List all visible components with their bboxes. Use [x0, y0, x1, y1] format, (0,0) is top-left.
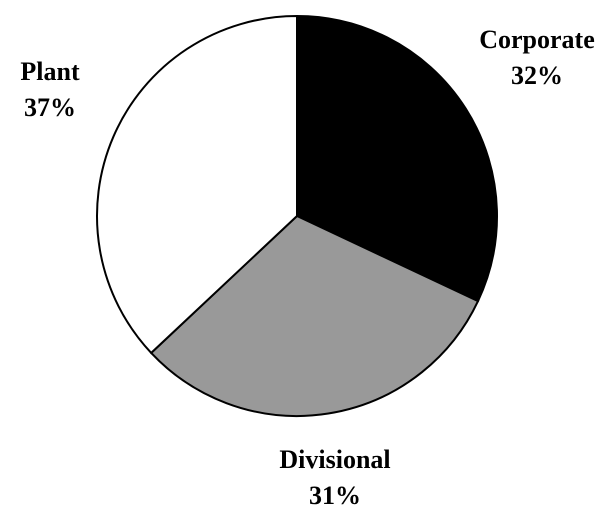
pie-slice: [149, 214, 480, 417]
slice-value-label: 37%: [24, 93, 76, 122]
pie-slice: [296, 14, 498, 303]
pie-slice: [96, 14, 298, 355]
slice-value-label: 31%: [309, 481, 361, 510]
slice-label: Corporate: [479, 25, 595, 54]
slice-label: Divisional: [279, 445, 390, 474]
slice-value-label: 32%: [511, 61, 563, 90]
slice-label: Plant: [20, 57, 80, 86]
